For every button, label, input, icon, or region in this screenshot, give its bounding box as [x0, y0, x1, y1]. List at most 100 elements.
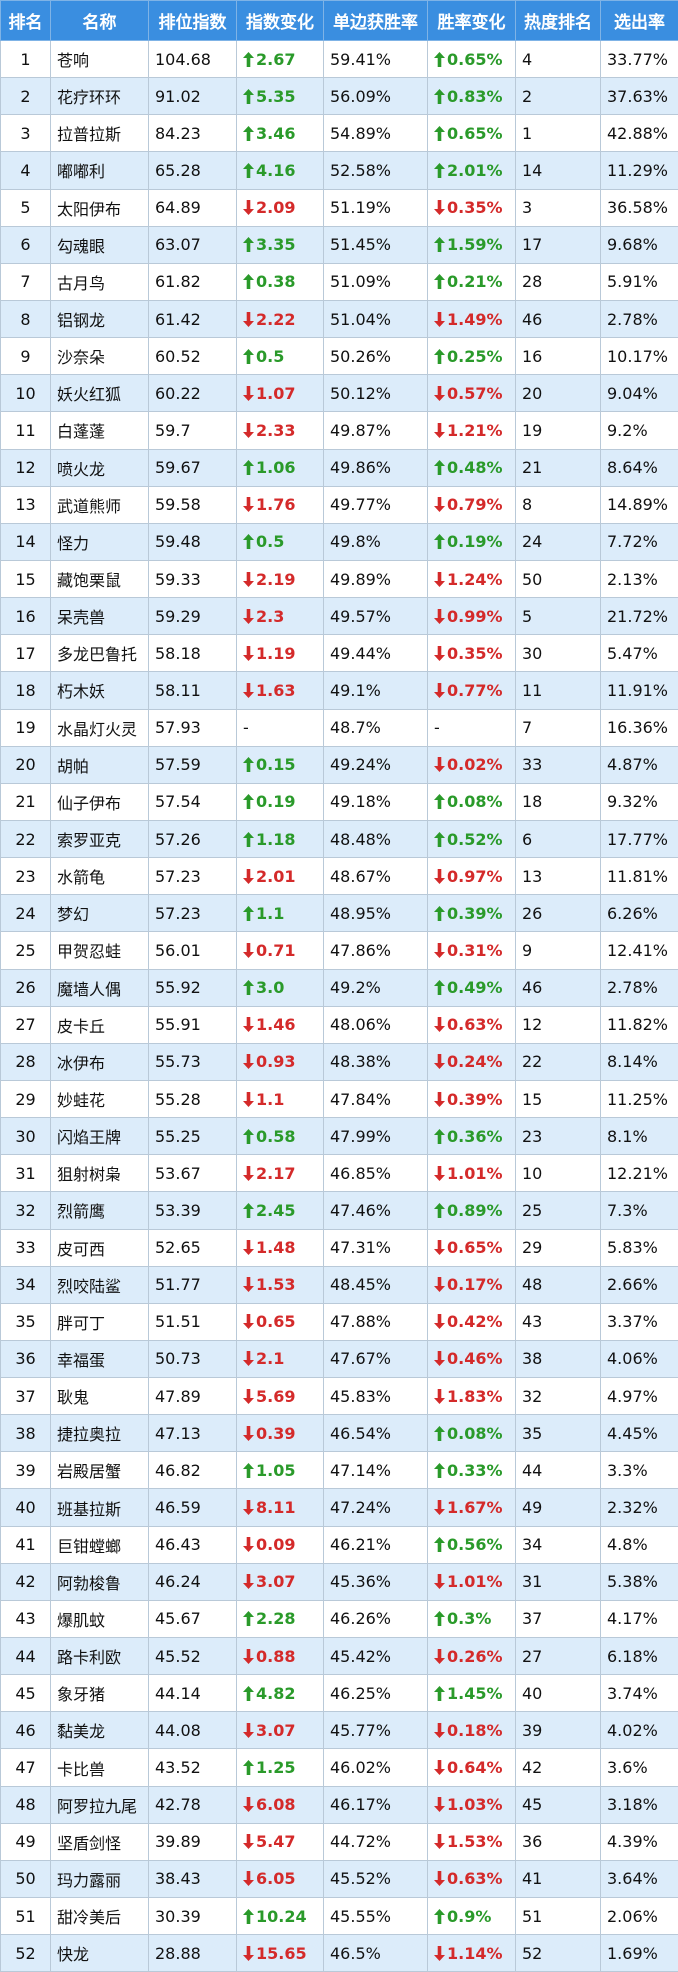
table-cell: 24 [515, 522, 601, 561]
up-arrow [434, 237, 445, 253]
table-cell: 51 [0, 1897, 51, 1936]
change-value: 10.24 [256, 1906, 307, 1926]
table-cell: 59.41% [323, 39, 428, 79]
table-cell: 31 [515, 1562, 601, 1601]
change-value: 1.01% [447, 1163, 503, 1183]
up-arrow [243, 1462, 254, 1478]
table-cell: 7 [515, 708, 601, 747]
table-cell: 9.2% [600, 411, 678, 450]
table-cell: 13 [0, 485, 51, 524]
table-cell: 60.52 [148, 337, 237, 376]
table-cell: 2.78% [600, 299, 678, 339]
table-cell: 2.01% [427, 151, 516, 190]
table-cell: 1.03% [427, 1785, 516, 1824]
table-cell: 0.19% [427, 522, 516, 561]
table-cell: 4.39% [600, 1822, 678, 1861]
change-value: 1.1 [256, 1089, 285, 1109]
table-cell: 2.22 [236, 299, 324, 339]
table-cell: 22 [0, 819, 51, 859]
table-cell: 38 [0, 1414, 51, 1453]
table-cell: 闪焰王牌 [50, 1117, 149, 1156]
table-cell: 3.07 [236, 1711, 324, 1750]
change-value: 0.33% [447, 1460, 503, 1480]
table-cell: 2.01 [236, 857, 324, 896]
table-cell: 0.65% [427, 114, 516, 153]
table-cell: 26 [0, 968, 51, 1007]
table-cell: 46.85% [323, 1154, 428, 1193]
change-value: 0.65% [447, 49, 503, 69]
down-arrow [434, 311, 445, 327]
table-cell: 0.19 [236, 782, 324, 821]
down-arrow [243, 1722, 254, 1738]
up-arrow [434, 274, 445, 290]
table-cell: 藏饱栗鼠 [50, 559, 149, 599]
change-value: 0.57% [447, 383, 503, 403]
table-cell: 59.48 [148, 522, 237, 561]
table-cell: 1.63 [236, 671, 324, 710]
table-cell: 5.38% [600, 1562, 678, 1601]
table-row: 14 怪力 59.48 0.5 49.8% 0.19% 24 7.72% [0, 522, 678, 561]
table-cell: 51.45% [323, 225, 428, 264]
table-cell: 1.1 [236, 894, 324, 933]
up-arrow [434, 1202, 445, 1218]
up-arrow [434, 51, 445, 67]
table-cell: 1.69% [600, 1934, 678, 1972]
change-value: 1.48 [256, 1238, 296, 1258]
table-cell: 0.5 [236, 522, 324, 561]
table-cell: 47.46% [323, 1191, 428, 1230]
table-cell: 35 [0, 1302, 51, 1341]
table-cell: 2.13% [600, 559, 678, 599]
down-arrow [243, 1574, 254, 1590]
table-cell: 白蓬蓬 [50, 411, 149, 450]
down-arrow [243, 1091, 254, 1107]
change-value: 0.56% [447, 1535, 503, 1555]
table-row: 6 勾魂眼 63.07 3.35 51.45% 1.59% 17 9.68% [0, 225, 678, 264]
change-value: 3.07 [256, 1572, 296, 1592]
up-arrow [243, 274, 254, 290]
down-arrow [243, 1797, 254, 1813]
table-cell: 朽木妖 [50, 671, 149, 710]
change-value: 1.19 [256, 643, 296, 663]
table-cell: 0.88 [236, 1637, 324, 1676]
down-arrow [434, 1091, 445, 1107]
table-cell: 44 [515, 1451, 601, 1490]
up-arrow [243, 794, 254, 810]
table-cell: 16 [515, 337, 601, 376]
change-value: 1.07 [256, 383, 296, 403]
table-cell: 3 [0, 114, 51, 153]
table-cell: 18 [515, 782, 601, 821]
table-row: 28 冰伊布 55.73 0.93 48.38% 0.24% 22 8.14% [0, 1042, 678, 1081]
table-cell: 47.89 [148, 1377, 237, 1416]
table-cell: 50.73 [148, 1339, 237, 1379]
change-value: 4.82 [256, 1683, 296, 1703]
table-cell: 21 [515, 448, 601, 487]
table-row: 41 巨钳螳螂 46.43 0.09 46.21% 0.56% 34 4.8% [0, 1525, 678, 1564]
column-header: 排位指数 [148, 0, 237, 41]
table-cell: 索罗亚克 [50, 819, 149, 859]
table-cell: 1.67% [427, 1488, 516, 1527]
table-row: 1 苍响 104.68 2.67 59.41% 0.65% 4 33.77% [0, 39, 678, 79]
table-cell: 49 [515, 1488, 601, 1527]
table-cell: 0.35% [427, 188, 516, 227]
table-cell: 50.12% [323, 374, 428, 413]
down-arrow [243, 942, 254, 958]
down-arrow [434, 645, 445, 661]
up-arrow [434, 1908, 445, 1924]
down-arrow [434, 1760, 445, 1776]
table-cell: 13 [515, 857, 601, 896]
table-cell: 38 [515, 1339, 601, 1379]
down-arrow [434, 1871, 445, 1887]
table-cell: 11.29% [600, 151, 678, 190]
table-cell: 0.33% [427, 1451, 516, 1490]
change-value: 1.05 [256, 1460, 296, 1480]
table-row: 30 闪焰王牌 55.25 0.58 47.99% 0.36% 23 8.1% [0, 1117, 678, 1156]
table-cell: 12.21% [600, 1154, 678, 1193]
down-arrow [434, 1500, 445, 1516]
table-cell: 水晶灯火灵 [50, 708, 149, 747]
table-cell: 2.3 [236, 597, 324, 636]
table-cell: 勾魂眼 [50, 225, 149, 264]
table-cell: 9.04% [600, 374, 678, 413]
table-cell: 仙子伊布 [50, 782, 149, 821]
table-cell: 20 [0, 745, 51, 784]
table-cell: 0.58 [236, 1117, 324, 1156]
